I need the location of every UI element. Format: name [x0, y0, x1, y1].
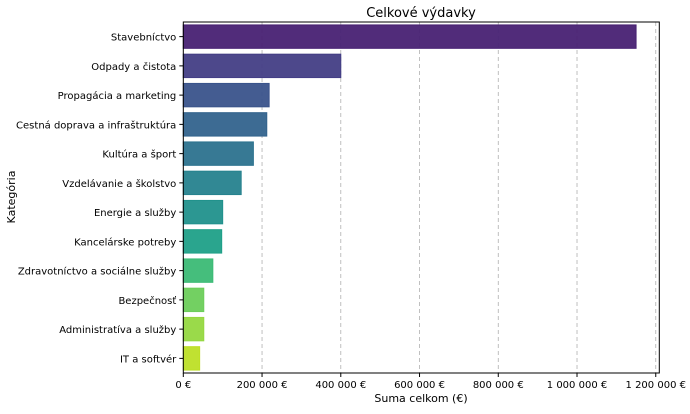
bar	[182, 53, 342, 79]
bar	[182, 258, 214, 283]
x-tick-label: 0 €	[175, 380, 191, 391]
y-tick-label: Administratíva a služby	[59, 324, 176, 336]
bar	[182, 24, 637, 49]
y-tick-label: Stavebníctvo	[111, 32, 176, 44]
x-tick-label: 200 000 €	[237, 380, 288, 391]
y-tick-label: Propagácia a marketing	[58, 90, 177, 102]
bar	[182, 141, 254, 166]
y-tick-label: Zdravotníctvo a sociálne služby	[18, 266, 177, 278]
bar	[182, 287, 205, 313]
bar	[182, 112, 268, 137]
y-tick-label: Kancelárske potreby	[74, 236, 176, 248]
y-tick-label: Vzdelávanie a školstvo	[62, 178, 176, 190]
bar	[182, 170, 242, 196]
bar	[182, 82, 270, 108]
y-tick-label: Bezpečnosť	[118, 295, 176, 307]
bar	[182, 346, 201, 371]
bar	[182, 316, 205, 342]
y-tick-label: Energie a služby	[94, 207, 176, 219]
y-axis-label: Kategória	[5, 171, 18, 224]
bar	[182, 199, 224, 225]
x-tick-label: 600 000 €	[394, 380, 445, 391]
x-axis-label: Suma celkom (€)	[374, 392, 467, 405]
plot-frame	[182, 21, 660, 374]
x-tick-label: 1 000 000 €	[547, 380, 607, 391]
chart-title: Celkové výdavky	[366, 6, 476, 21]
y-tick-label: Odpady a čistota	[91, 61, 176, 73]
x-tick-label: 800 000 €	[473, 380, 524, 391]
bar	[182, 229, 223, 254]
x-tick-label: 1 200 000 €	[626, 380, 686, 391]
y-tick-label: Kultúra a šport	[102, 149, 176, 161]
x-tick-label: 400 000 €	[315, 380, 366, 391]
y-tick-label: IT a softvér	[120, 353, 177, 365]
y-tick-label: Cestná doprava a infraštruktúra	[16, 119, 176, 131]
